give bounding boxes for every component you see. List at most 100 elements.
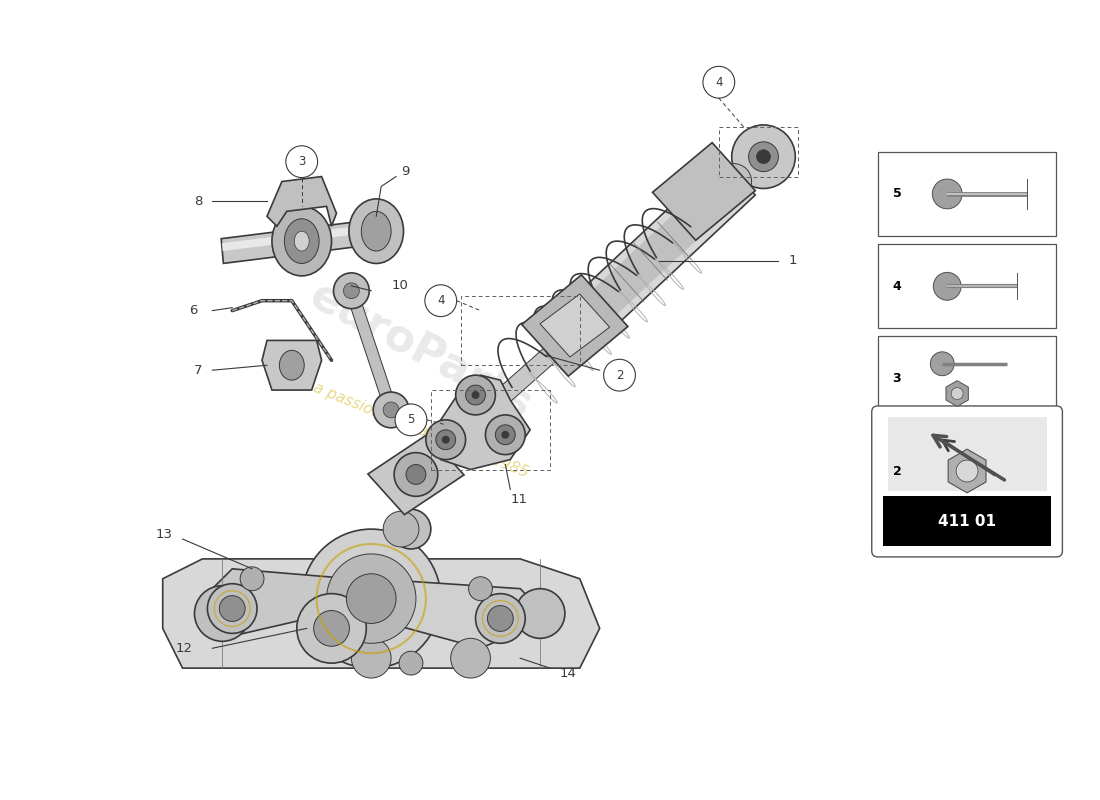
Circle shape <box>346 574 396 623</box>
Circle shape <box>931 352 954 376</box>
Bar <box>718 127 799 177</box>
Ellipse shape <box>349 199 404 263</box>
Circle shape <box>297 594 366 663</box>
Circle shape <box>314 610 350 646</box>
Circle shape <box>933 272 961 300</box>
Text: 10: 10 <box>392 279 408 292</box>
Text: 5: 5 <box>407 414 415 426</box>
Circle shape <box>392 510 431 549</box>
Circle shape <box>436 430 455 450</box>
Polygon shape <box>372 578 550 648</box>
Bar <box>431 390 550 470</box>
Circle shape <box>327 554 416 643</box>
Circle shape <box>219 596 245 622</box>
FancyArrowPatch shape <box>933 435 1004 480</box>
Polygon shape <box>345 289 397 412</box>
Circle shape <box>333 273 370 309</box>
Bar <box>878 429 1056 514</box>
Polygon shape <box>367 434 464 514</box>
Bar <box>882 496 1052 546</box>
Text: 2: 2 <box>892 465 901 478</box>
Circle shape <box>394 453 438 496</box>
Text: 4: 4 <box>437 294 444 307</box>
Polygon shape <box>540 294 609 357</box>
Text: 4: 4 <box>715 76 723 89</box>
Circle shape <box>933 179 962 209</box>
Text: 14: 14 <box>560 666 576 679</box>
Text: 9: 9 <box>402 165 409 178</box>
Polygon shape <box>222 223 382 251</box>
Circle shape <box>485 415 525 454</box>
Circle shape <box>956 460 978 482</box>
Text: a passion for parts since 1985: a passion for parts since 1985 <box>311 379 530 480</box>
Circle shape <box>604 359 636 391</box>
Text: 2: 2 <box>616 369 624 382</box>
Circle shape <box>703 66 735 98</box>
Circle shape <box>475 594 525 643</box>
Ellipse shape <box>295 231 309 251</box>
Circle shape <box>383 511 419 547</box>
Text: 12: 12 <box>176 642 192 654</box>
Circle shape <box>343 283 360 298</box>
Circle shape <box>286 146 318 178</box>
Text: 11: 11 <box>510 493 527 506</box>
Ellipse shape <box>279 350 305 380</box>
Bar <box>878 337 1056 421</box>
Circle shape <box>406 465 426 485</box>
Circle shape <box>395 404 427 436</box>
Text: 3: 3 <box>892 372 901 385</box>
Text: 411 01: 411 01 <box>938 514 997 529</box>
Polygon shape <box>267 177 337 226</box>
Polygon shape <box>571 166 747 335</box>
Circle shape <box>495 425 515 445</box>
Circle shape <box>455 375 495 415</box>
Circle shape <box>301 529 441 668</box>
Text: 7: 7 <box>194 364 202 377</box>
Circle shape <box>195 586 250 642</box>
Circle shape <box>351 638 392 678</box>
Polygon shape <box>521 275 628 376</box>
Circle shape <box>425 285 456 317</box>
Circle shape <box>515 589 565 638</box>
Text: euroParts: euroParts <box>302 274 539 427</box>
Polygon shape <box>431 375 530 470</box>
Circle shape <box>465 385 485 405</box>
Bar <box>878 152 1056 236</box>
Circle shape <box>469 577 493 601</box>
Circle shape <box>472 391 480 399</box>
Text: 13: 13 <box>155 527 173 541</box>
FancyArrowPatch shape <box>943 440 994 475</box>
Bar <box>888 417 1046 491</box>
Ellipse shape <box>361 211 392 251</box>
Text: 4: 4 <box>892 280 901 293</box>
Text: 1: 1 <box>789 254 796 267</box>
Polygon shape <box>948 449 986 493</box>
FancyBboxPatch shape <box>871 406 1063 557</box>
Polygon shape <box>652 142 756 240</box>
Circle shape <box>749 142 779 171</box>
Circle shape <box>208 584 257 634</box>
Circle shape <box>399 651 422 675</box>
Polygon shape <box>946 381 968 406</box>
Polygon shape <box>563 158 756 344</box>
Text: 5: 5 <box>892 187 901 201</box>
Circle shape <box>716 164 751 199</box>
Polygon shape <box>262 341 321 390</box>
Circle shape <box>487 606 514 631</box>
Circle shape <box>502 430 509 438</box>
Polygon shape <box>202 569 351 638</box>
Polygon shape <box>163 559 600 668</box>
Polygon shape <box>221 219 383 263</box>
Circle shape <box>451 638 491 678</box>
Circle shape <box>240 567 264 590</box>
Ellipse shape <box>285 218 319 263</box>
Text: 6: 6 <box>189 304 198 317</box>
Circle shape <box>952 387 964 399</box>
Text: 3: 3 <box>298 155 306 168</box>
Bar <box>878 244 1056 329</box>
Circle shape <box>373 392 409 428</box>
Polygon shape <box>420 304 606 471</box>
Circle shape <box>757 150 770 164</box>
Circle shape <box>732 125 795 189</box>
Circle shape <box>426 420 465 459</box>
